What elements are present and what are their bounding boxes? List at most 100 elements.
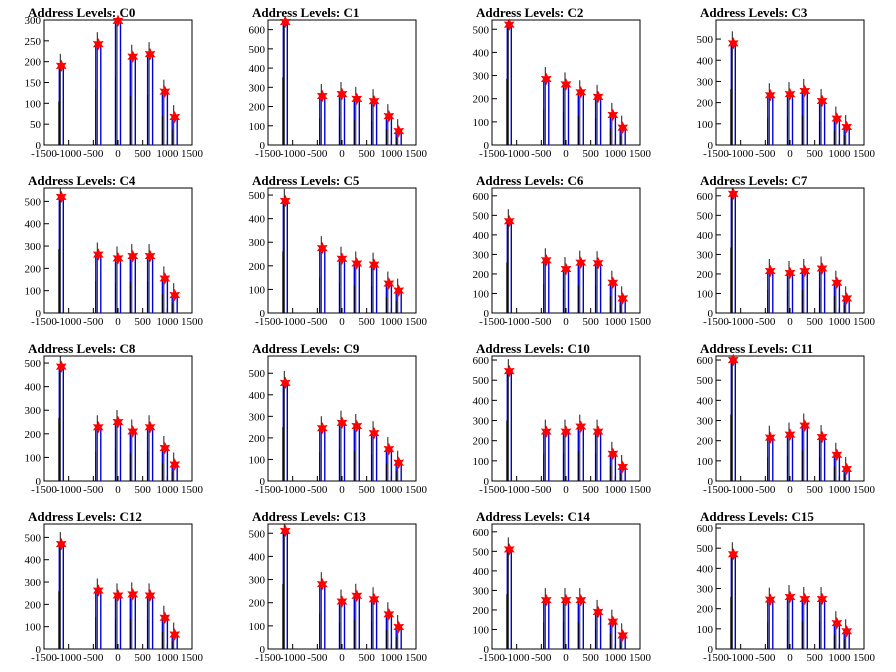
peak-marker xyxy=(393,284,405,297)
y-tick-label: 400 xyxy=(697,563,714,575)
peak-marker xyxy=(607,276,619,289)
x-tick-label: 1500 xyxy=(629,652,652,664)
peak-marker xyxy=(799,419,811,432)
x-tick-label: -500 xyxy=(755,484,776,496)
peak-marker xyxy=(841,625,853,638)
peak-marker xyxy=(592,256,604,270)
histogram-peak xyxy=(353,595,360,649)
y-tick-label: 500 xyxy=(249,190,266,202)
histogram-peak xyxy=(370,100,378,145)
histogram-peak xyxy=(801,270,808,313)
y-tick-label: 100 xyxy=(697,288,714,300)
peak-marker xyxy=(144,47,156,61)
x-tick-label: 0 xyxy=(787,484,793,496)
histogram-peak xyxy=(577,261,584,313)
peak-marker xyxy=(816,94,828,108)
x-tick-label: 500 xyxy=(582,148,599,160)
y-tick-label: 0 xyxy=(708,476,714,488)
y-tick-label: 500 xyxy=(473,375,490,387)
histogram-peak xyxy=(114,594,122,649)
peak-marker xyxy=(351,257,363,270)
y-tick-label: 300 xyxy=(473,416,490,428)
peak-marker xyxy=(127,249,139,263)
histogram-peak xyxy=(95,43,102,145)
y-tick-label: 300 xyxy=(249,411,266,423)
x-tick-label: 0 xyxy=(787,148,793,160)
y-tick-label: 400 xyxy=(697,395,714,407)
x-tick-label: 1000 xyxy=(828,148,851,160)
peak-marker xyxy=(617,292,629,305)
peak-marker xyxy=(112,589,124,602)
peak-marker xyxy=(393,620,405,634)
y-tick-label: 400 xyxy=(473,47,490,59)
peak-marker xyxy=(383,442,395,456)
peak-marker xyxy=(560,78,572,91)
peak-marker xyxy=(127,425,139,438)
x-tick-label: 1500 xyxy=(853,316,876,328)
histogram-peak xyxy=(594,262,602,313)
histogram-peak xyxy=(370,598,378,649)
y-tick-label: 0 xyxy=(708,644,714,656)
x-tick-label: 0 xyxy=(787,316,793,328)
peak-marker xyxy=(617,121,629,134)
y-tick-label: 300 xyxy=(473,585,490,597)
x-tick-label: 500 xyxy=(134,316,151,328)
y-tick-label: 200 xyxy=(697,436,714,448)
peak-marker xyxy=(575,256,587,269)
peak-marker xyxy=(127,588,139,601)
y-tick-label: 200 xyxy=(473,269,490,281)
chart-panel: Address Levels: C80100200300400500-1500-… xyxy=(25,341,204,496)
y-tick-label: 200 xyxy=(25,599,42,611)
peak-marker xyxy=(92,584,104,597)
x-tick-label: -1500 xyxy=(703,316,729,328)
x-tick-label: 500 xyxy=(358,484,375,496)
x-tick-label: 1500 xyxy=(629,316,652,328)
y-tick-label: 500 xyxy=(697,210,714,222)
x-tick-label: 0 xyxy=(563,484,569,496)
peak-marker xyxy=(351,92,363,106)
peak-marker xyxy=(279,194,291,208)
y-tick-label: 200 xyxy=(25,57,42,69)
x-tick-label: -1000 xyxy=(280,652,306,664)
peak-marker xyxy=(92,420,104,434)
x-tick-label: 1000 xyxy=(828,652,851,664)
peak-marker xyxy=(112,252,124,265)
y-tick-label: 400 xyxy=(697,230,714,242)
peak-marker xyxy=(784,87,796,101)
peak-marker xyxy=(112,415,124,429)
peak-marker xyxy=(169,458,181,471)
chart-title: Address Levels: C11 xyxy=(700,341,813,356)
chart-title: Address Levels: C8 xyxy=(28,341,136,356)
y-tick-label: 200 xyxy=(473,436,490,448)
peak-marker xyxy=(169,288,181,302)
x-tick-label: 1500 xyxy=(405,148,428,160)
histogram-peak xyxy=(319,95,326,145)
x-tick-label: 0 xyxy=(339,148,345,160)
y-tick-label: 100 xyxy=(249,454,266,466)
peak-marker xyxy=(368,258,380,271)
peak-marker xyxy=(144,589,156,602)
histogram-peak xyxy=(319,583,326,649)
y-tick-label: 400 xyxy=(25,382,42,394)
x-tick-label: 1000 xyxy=(828,484,851,496)
y-tick-label: 400 xyxy=(249,390,266,402)
x-tick-label: -1500 xyxy=(255,316,281,328)
y-tick-label: 250 xyxy=(25,36,42,48)
peak-marker xyxy=(831,112,843,125)
y-tick-label: 600 xyxy=(697,355,714,367)
peak-marker xyxy=(831,448,843,462)
chart-panel: Address Levels: C14 0 100 200 300 400 500 600 -1… xyxy=(473,509,652,664)
y-tick-label: 500 xyxy=(697,543,714,555)
x-tick-label: 500 xyxy=(582,484,599,496)
x-tick-label: 0 xyxy=(115,484,121,496)
x-tick-label: -1000 xyxy=(56,652,82,664)
y-tick-label: 0 xyxy=(708,308,714,320)
x-tick-label: 0 xyxy=(339,652,345,664)
peak-marker xyxy=(607,108,619,122)
histogram-peak xyxy=(767,437,774,481)
histogram-peak xyxy=(767,598,774,649)
x-tick-label: -1500 xyxy=(479,484,505,496)
histogram-peak xyxy=(786,596,794,649)
peak-marker xyxy=(799,592,811,606)
x-tick-label: 500 xyxy=(134,148,151,160)
